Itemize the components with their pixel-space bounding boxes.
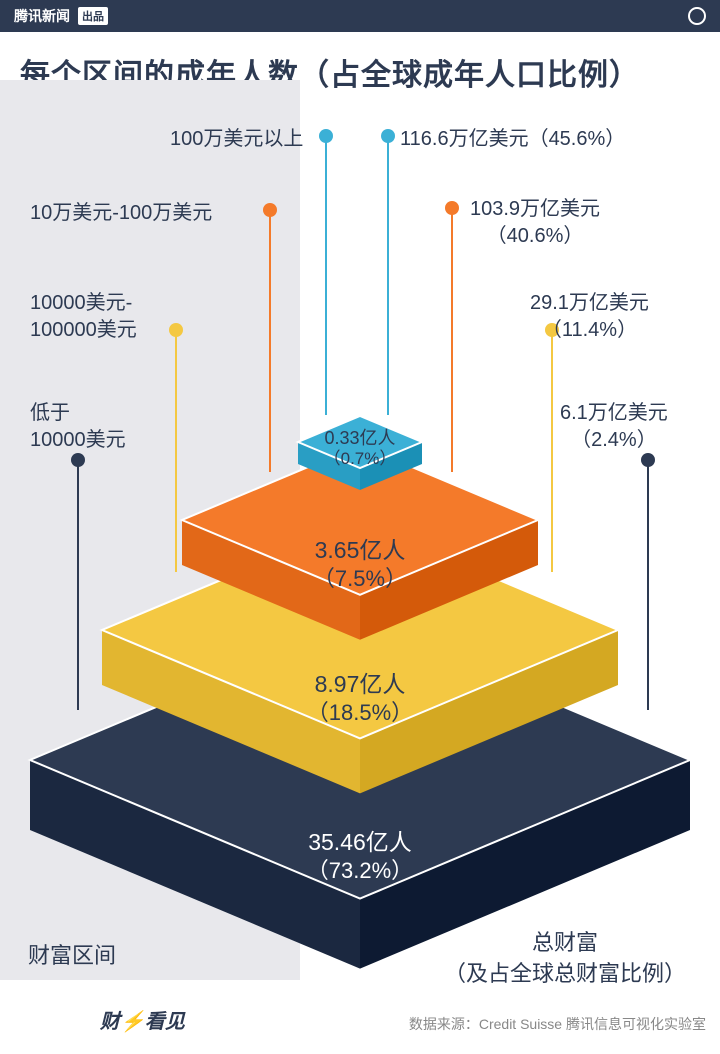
right-label-2: 29.1万亿美元（11.4%） bbox=[530, 290, 649, 344]
left-label-1: 10万美元-100万美元 bbox=[30, 200, 212, 227]
svg-text:0.33亿人: 0.33亿人 bbox=[324, 428, 395, 448]
svg-text:35.46亿人: 35.46亿人 bbox=[308, 829, 412, 855]
left-label-0: 100万美元以上 bbox=[170, 126, 303, 153]
right-label-0: 116.6万亿美元（45.6%） bbox=[400, 126, 625, 153]
left-label-3: 低于10000美元 bbox=[30, 400, 126, 454]
svg-text:（7.5%）: （7.5%） bbox=[313, 566, 407, 591]
right-label-1: 103.9万亿美元（40.6%） bbox=[470, 196, 600, 250]
svg-text:3.65亿人: 3.65亿人 bbox=[315, 537, 406, 563]
right-label-3: 6.1万亿美元（2.4%） bbox=[560, 400, 668, 454]
svg-text:（18.5%）: （18.5%） bbox=[307, 700, 413, 725]
left-label-2: 10000美元-100000美元 bbox=[30, 290, 137, 344]
pyramid-svg: 35.46亿人 （73.2%） 8.97亿人 （18.5%） 3.65亿人 （7.5%） 0… bbox=[0, 0, 720, 1054]
svg-text:（0.7%）: （0.7%） bbox=[324, 449, 397, 468]
svg-text:（73.2%）: （73.2%） bbox=[307, 858, 413, 883]
svg-text:8.97亿人: 8.97亿人 bbox=[315, 671, 406, 697]
chart-stage: 35.46亿人 （73.2%） 8.97亿人 （18.5%） 3.65亿人 （7.5%） 0… bbox=[0, 0, 720, 1054]
